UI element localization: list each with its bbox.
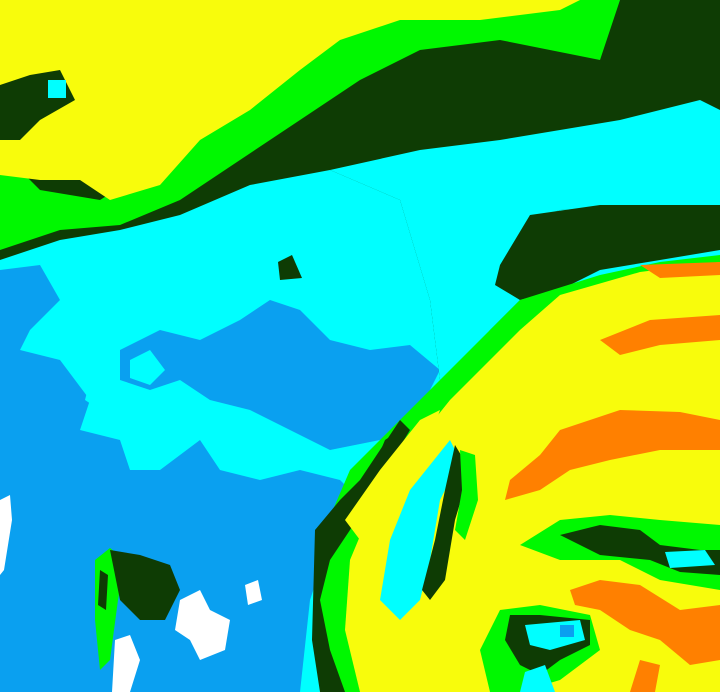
blue-blob-bottom xyxy=(560,625,574,637)
dark-green-patch xyxy=(278,255,302,280)
yellow-streak-edge xyxy=(345,410,440,540)
green-edge-top xyxy=(0,0,620,250)
orange-band xyxy=(600,262,720,355)
blue-region-left xyxy=(0,265,360,692)
cyan-patch-topleft xyxy=(48,80,66,98)
orange-band xyxy=(505,410,720,500)
white-patch xyxy=(0,495,262,692)
cyan-blob-bottom xyxy=(520,620,585,692)
dark-green-edge xyxy=(312,420,410,692)
dark-green-band-fill xyxy=(330,100,720,380)
yellow-region-top xyxy=(0,0,580,200)
cyan-streak xyxy=(665,550,715,568)
orange-band xyxy=(570,580,720,692)
blue-region-center xyxy=(120,300,440,450)
cyan-inner-band xyxy=(380,440,460,620)
dark-green-inner-band xyxy=(360,430,470,600)
dark-green-right-band xyxy=(495,205,720,300)
dark-green-cell-left xyxy=(98,550,180,620)
green-inner-band xyxy=(455,450,478,540)
cyan-patch xyxy=(85,350,165,410)
